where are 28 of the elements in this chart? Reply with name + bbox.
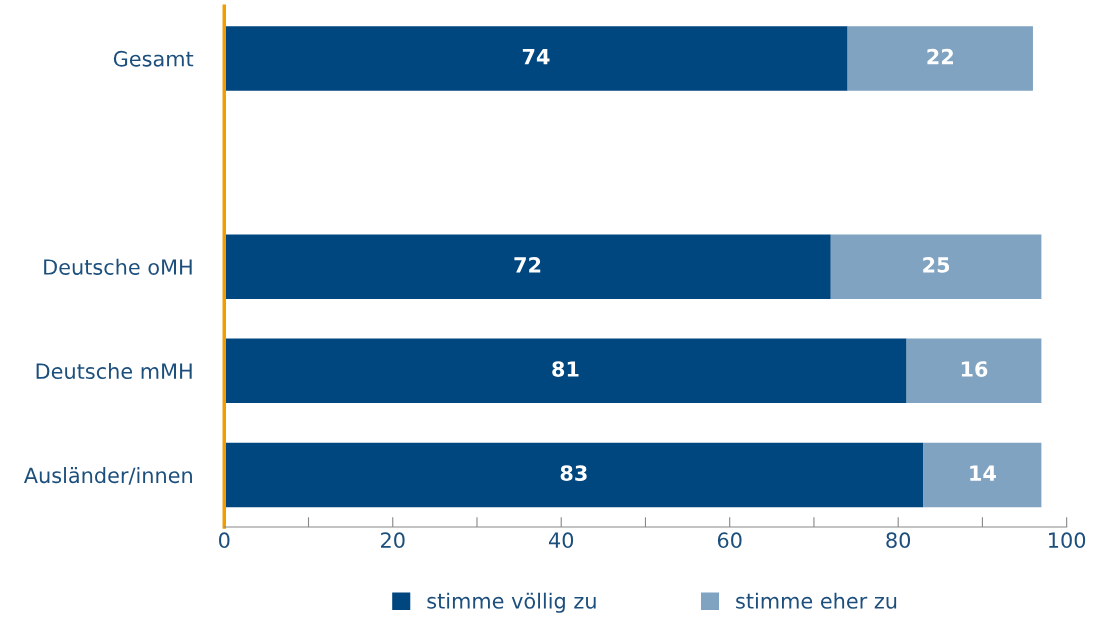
bar bbox=[224, 442, 924, 508]
legend-label: stimme völlig zu bbox=[427, 592, 596, 613]
legend-label: stimme eher zu bbox=[736, 592, 897, 609]
data-label: 14 bbox=[970, 465, 996, 481]
data-label: 16 bbox=[961, 361, 988, 377]
x-tick-label: 80 bbox=[886, 532, 911, 549]
data-label: 22 bbox=[927, 48, 953, 65]
data-label: 72 bbox=[514, 256, 541, 273]
bar bbox=[224, 338, 907, 404]
bar bbox=[224, 26, 848, 91]
bar bbox=[906, 338, 1042, 404]
y-tick-label: Deutsche mMH bbox=[36, 362, 192, 380]
data-label: 25 bbox=[923, 256, 950, 273]
x-tick-label: 40 bbox=[548, 532, 574, 549]
bar bbox=[224, 234, 831, 299]
data-label: 81 bbox=[552, 361, 579, 377]
data-label: 83 bbox=[560, 465, 587, 482]
y-tick-label: Gesamt bbox=[113, 50, 194, 67]
x-tick-label: 0 bbox=[219, 532, 230, 549]
bar bbox=[847, 26, 1033, 91]
data-label: 74 bbox=[522, 48, 550, 65]
x-tick-label: 20 bbox=[381, 532, 405, 549]
x-tick-label: 60 bbox=[717, 532, 742, 549]
y-tick-label: Deutsche oMH bbox=[44, 258, 192, 275]
bar bbox=[923, 442, 1042, 508]
y-tick-label: Ausländer/innen bbox=[23, 467, 192, 485]
bar bbox=[830, 234, 1042, 299]
x-tick-label: 100 bbox=[1049, 532, 1086, 549]
